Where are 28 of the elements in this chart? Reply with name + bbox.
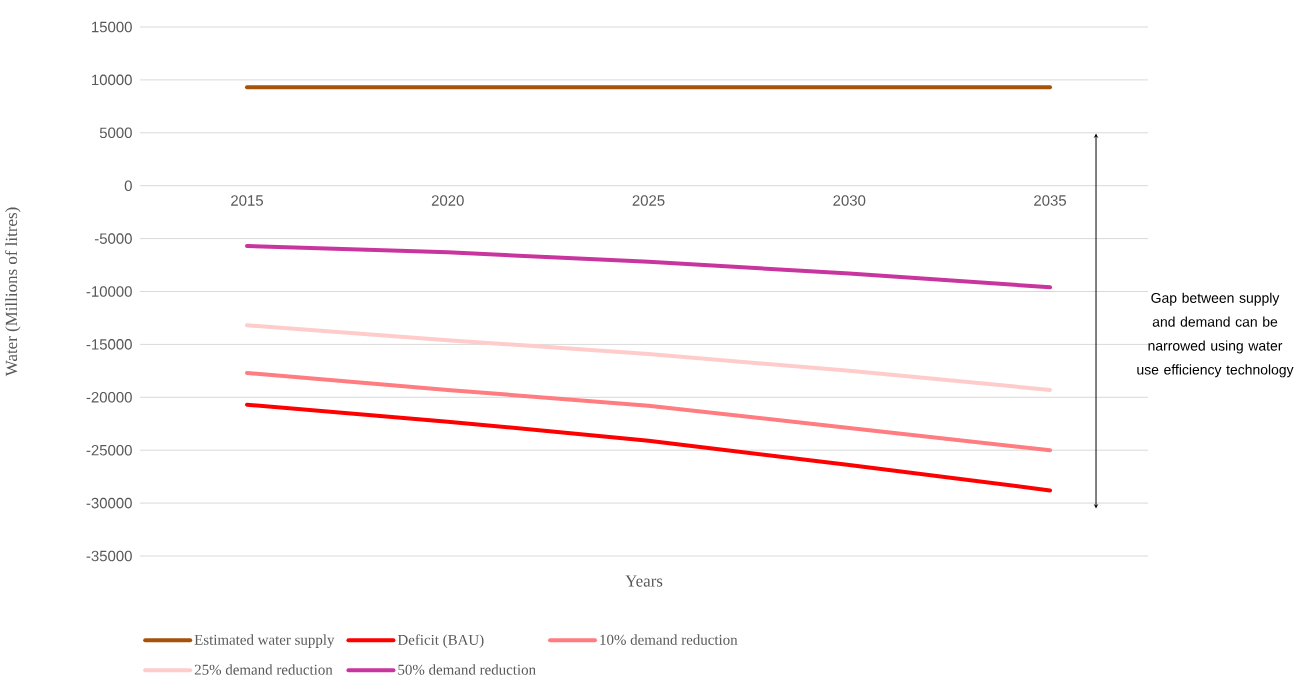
y-tick-label: -25000	[86, 444, 132, 456]
line-series	[245, 370, 1053, 453]
legend-label: Estimated water supply	[194, 634, 335, 648]
y-tick-label: 0	[124, 180, 132, 191]
x-tick-label: 2030	[833, 195, 866, 206]
y-tick-label: -15000	[86, 339, 132, 350]
y-tick-label: -30000	[86, 497, 132, 509]
line-series	[245, 244, 1053, 290]
x-tick-label: 2015	[231, 195, 263, 206]
annotation: Gap between supply and demand can be narrowed using water use efficiency technology	[1137, 292, 1294, 378]
x-axis-title: Years	[625, 575, 663, 587]
x-tick-label: 2020	[431, 195, 464, 206]
x-tick-label: 2035	[1034, 195, 1067, 206]
y-tick-label: 10000	[92, 74, 132, 86]
y-tick-label: -35000	[86, 550, 132, 562]
legend-label: 25% demand reduction	[194, 664, 333, 675]
line-series	[245, 323, 1053, 392]
y-tick-label: -20000	[86, 392, 132, 403]
x-tick-label: 2025	[632, 195, 665, 206]
y-tick-label: -5000	[94, 233, 132, 244]
legend-label: 10% demand reduction	[600, 634, 738, 645]
y-tick-label: 5000	[99, 127, 132, 139]
legend-label: Deficit (BAU)	[397, 634, 484, 648]
y-axis-title: Water (Millions of litres)	[5, 207, 21, 377]
y-tick-label: 15000	[92, 21, 132, 33]
y-tick-label: -10000	[86, 286, 132, 297]
line-series	[245, 402, 1053, 493]
legend-label: 50% demand reduction	[398, 664, 536, 675]
